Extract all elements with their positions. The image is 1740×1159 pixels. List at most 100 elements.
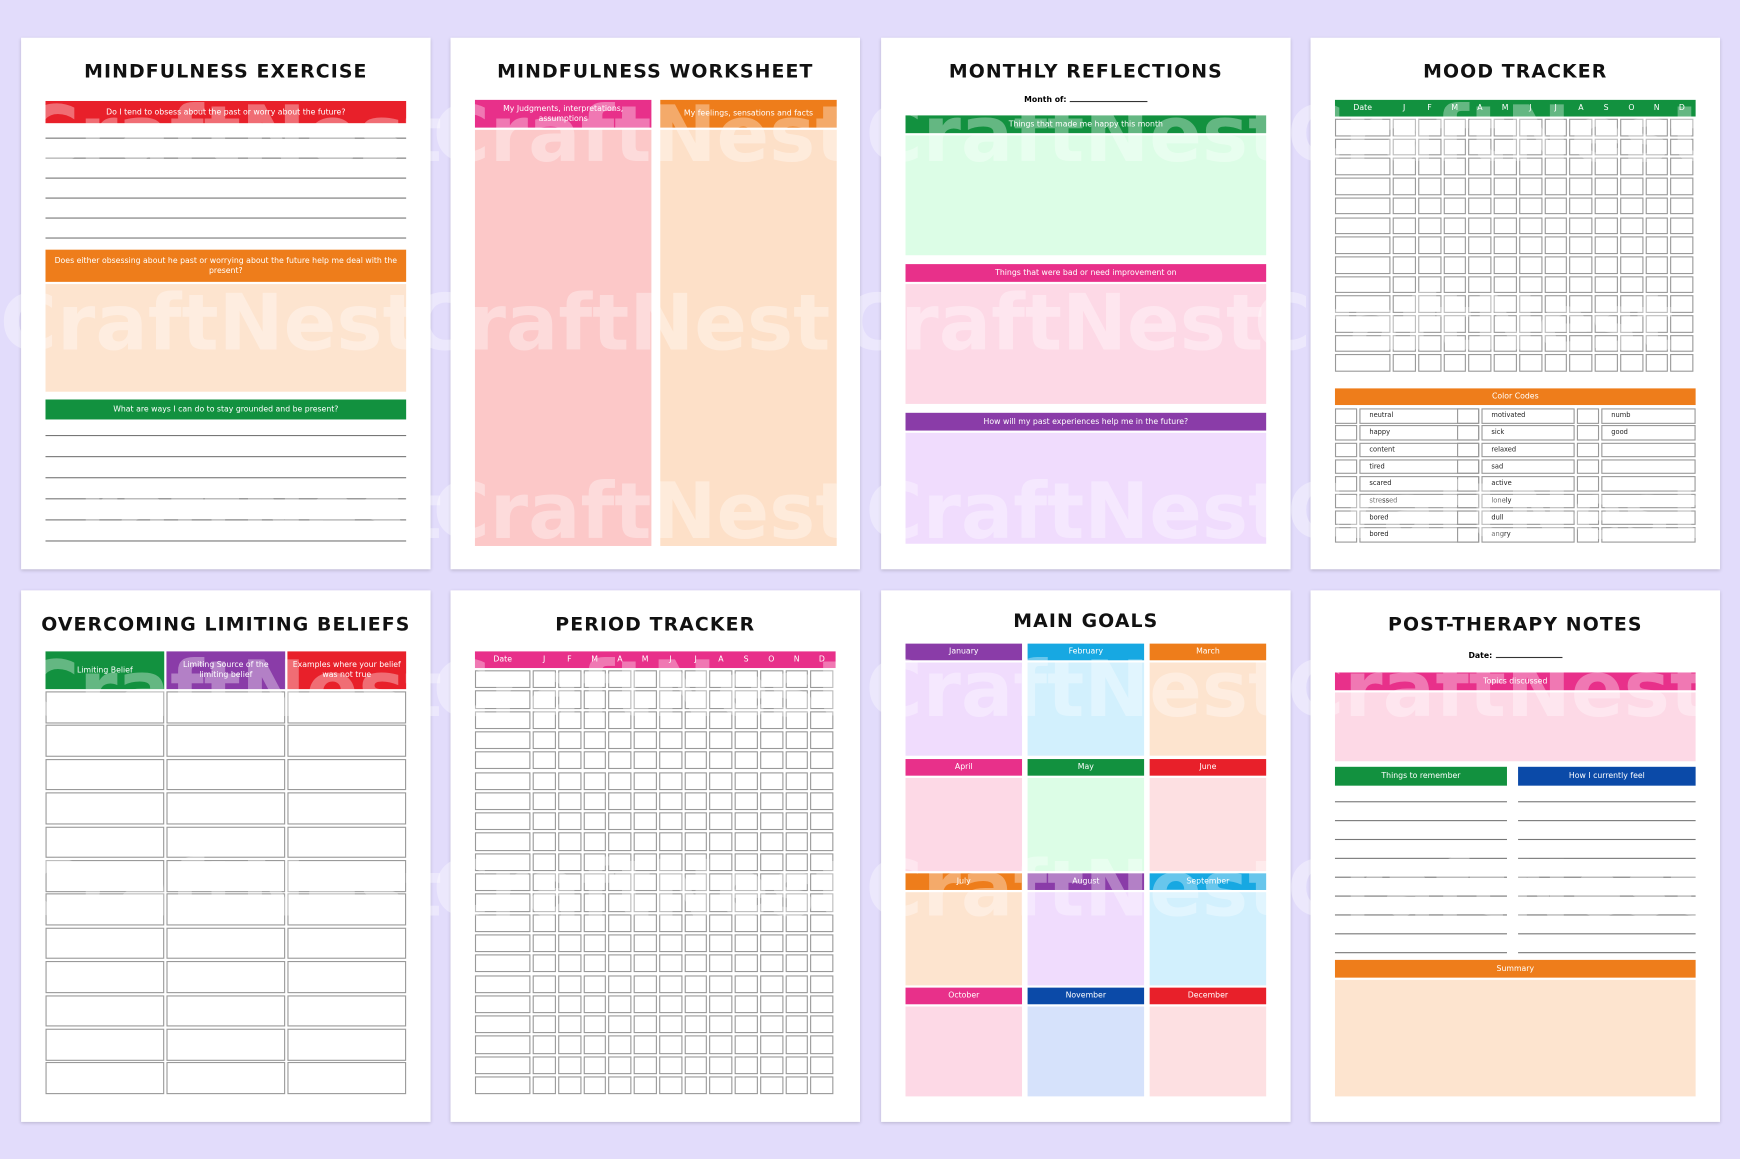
column-label: F [1427,103,1432,113]
table-cell [583,1015,607,1034]
table-cell [810,771,834,790]
table-cell [1594,118,1618,137]
table-cell [1334,510,1358,526]
answer-column [474,129,652,546]
table-cell [1468,236,1492,254]
section-header: July [905,873,1023,890]
table-cell [1569,118,1593,137]
table-cell [1670,334,1694,353]
table-cell [633,812,657,831]
table-cell [810,954,834,973]
table-cell [1619,158,1643,176]
table-cell: relaxed [1481,442,1575,458]
table-cell [557,995,581,1014]
section-header: Summary [1334,959,1696,978]
table-cell [709,792,733,811]
column-label: N [793,654,800,664]
section-header: Things to remember [1334,766,1507,786]
table-cell [1569,334,1593,353]
table-cell [1493,138,1517,156]
table-cell [709,731,733,750]
section-header: March [1149,643,1267,661]
table-cell [658,1076,682,1095]
table-cell [759,1035,783,1054]
table-cell [709,954,733,973]
column-label: F [567,654,572,664]
table-cell [1544,275,1568,294]
table-cell [1443,158,1467,176]
table-cell [1569,256,1593,274]
table-cell [734,832,758,851]
table-cell [1569,236,1593,254]
section-header: How will my past experiences help me in … [905,412,1267,431]
column-label: S [743,654,749,664]
table-cell [1576,408,1600,424]
table-cell [608,690,632,709]
table-cell [633,792,657,811]
table-cell [1569,275,1593,294]
table-cell [709,913,733,933]
table-cell [759,690,783,709]
table-cell [1457,527,1480,543]
table-cell [532,873,556,892]
goal-box [1149,1006,1267,1097]
table-cell [684,812,708,831]
table-cell [1468,118,1492,137]
table-cell [734,954,758,973]
column-label: A [1578,103,1584,113]
table-cell [785,751,809,770]
table-cell [1518,354,1542,372]
table-cell [709,690,733,709]
column-label: M [1451,103,1459,113]
answer-box [905,135,1267,256]
table-cell [759,974,783,993]
section-header: May [1027,759,1145,776]
section-header: June [1149,759,1267,776]
table-cell [1457,493,1480,509]
table-cell [1670,138,1694,156]
table-cell [1544,197,1568,215]
table-cell [734,853,758,872]
table-cell [608,1056,632,1075]
table-cell [1493,158,1517,176]
table-cell [166,792,286,825]
table-cell [1334,295,1391,313]
table-cell [608,853,632,872]
worksheet-page: MONTHLY REFLECTIONS Month of: Things that … [881,37,1291,570]
table-cell [608,1035,632,1054]
write-line [1518,933,1696,935]
table-cell [557,1015,581,1034]
table-cell [1645,315,1669,333]
table-cell [532,710,556,729]
table-cell [810,913,834,933]
table-cell [810,751,834,770]
table-cell [709,1056,733,1075]
table-cell [287,691,407,724]
worksheet-page: MINDFULNESS EXERCISE Do I tend to obsess … [21,37,431,570]
table-cell [658,710,682,729]
column-label: J [1403,103,1406,113]
label: Date: [1468,651,1493,661]
section-header: October [905,987,1023,1005]
table-cell [759,812,783,831]
table-cell [684,853,708,872]
section-header: Color Codes [1334,388,1696,406]
answer-box [1334,979,1696,1097]
table-cell [532,812,556,831]
table-cell [633,751,657,770]
table-cell [1334,236,1391,254]
table-cell [709,832,733,851]
table-cell [532,913,556,933]
table-cell: angry [1481,527,1575,543]
write-line [1334,801,1507,803]
table-cell [1569,177,1593,196]
table-cell [474,974,531,993]
table-cell [1576,425,1600,441]
table-cell [810,710,834,729]
table-cell [810,670,834,689]
table-cell [45,826,165,859]
table-cell [684,1035,708,1054]
table-cell [557,974,581,993]
table-cell [287,725,407,757]
table-cell [1443,295,1467,313]
